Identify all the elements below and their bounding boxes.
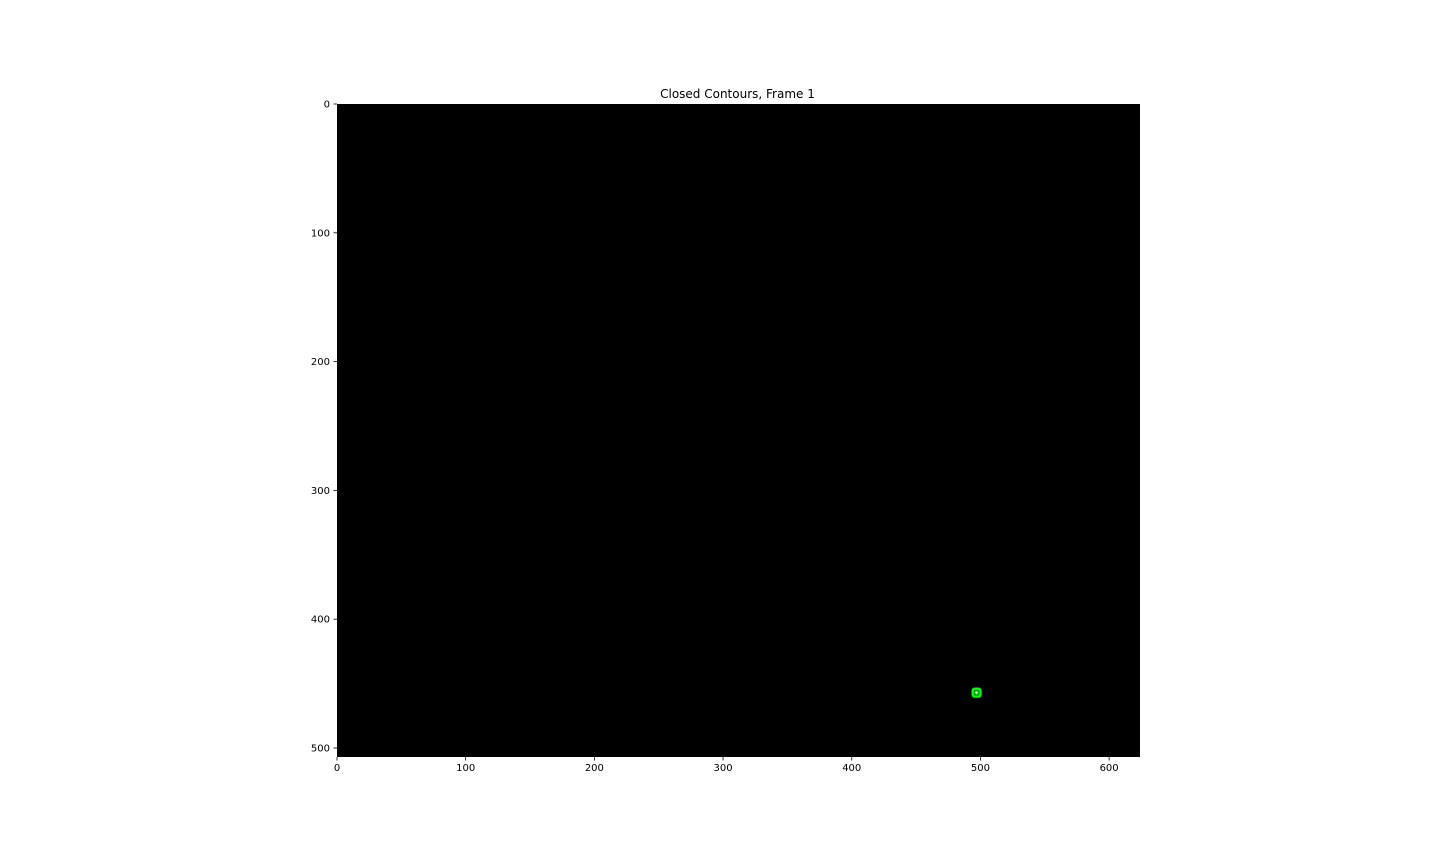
- x-tick-label: 600: [1100, 763, 1119, 774]
- y-tick-label: 400: [311, 615, 330, 626]
- x-tick-label: 400: [842, 763, 861, 774]
- y-tick-label: 200: [311, 357, 330, 368]
- contour-centroid-1: [975, 691, 978, 694]
- x-tick-label: 0: [334, 763, 340, 774]
- x-axis-ticks: 0 100 200 300 400 500 600: [334, 757, 1119, 774]
- contour-outline-1: [971, 687, 982, 698]
- plot-title: Closed Contours, Frame 1: [660, 87, 815, 101]
- x-tick-label: 300: [714, 763, 733, 774]
- x-tick-label: 100: [456, 763, 475, 774]
- y-tick-label: 0: [324, 100, 330, 111]
- y-tick-label: 500: [311, 743, 330, 754]
- x-tick-label: 500: [971, 763, 990, 774]
- image-axes: 0 100 200 300 400 500 600 0 100 200 300 400 500: [311, 100, 1140, 774]
- contour-layer: [971, 687, 982, 698]
- image-background: [337, 104, 1140, 757]
- y-tick-label: 300: [311, 486, 330, 497]
- y-axis-ticks: 0 100 200 300 400 500: [311, 100, 337, 754]
- x-tick-label: 200: [585, 763, 604, 774]
- y-tick-label: 100: [311, 228, 330, 239]
